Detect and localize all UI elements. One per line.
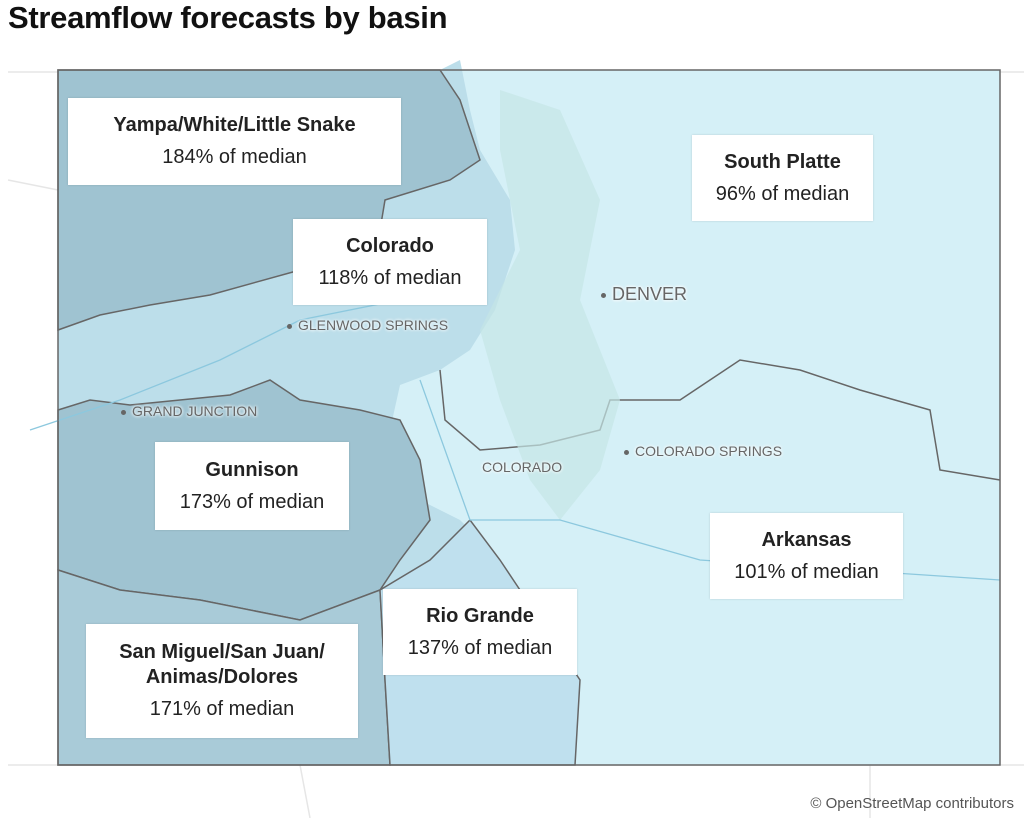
basin-label: Yampa/White/Little Snake 184% of median (68, 98, 401, 185)
city-label: COLORADO SPRINGS (624, 443, 782, 459)
attribution: © OpenStreetMap contributors (810, 795, 1014, 812)
basin-label: Rio Grande 137% of median (383, 589, 577, 675)
arkansas-divide (439, 359, 1001, 481)
basin-value: 137% of median (407, 636, 553, 659)
basin-name: South Platte (724, 150, 841, 173)
mountains (480, 90, 620, 520)
basin-name: Arkansas (761, 528, 852, 551)
basin-name: Yampa/White/Little Snake (113, 114, 356, 136)
city-name: COLORADO SPRINGS (635, 443, 783, 459)
basin-value: 101% of median (734, 560, 879, 583)
basin-label: Arkansas 101% of median (710, 513, 903, 599)
state-border (57, 69, 1001, 766)
city-label: COLORADO (482, 459, 562, 475)
city-name: COLORADO (482, 459, 563, 475)
basin-value: 96% of median (715, 182, 850, 205)
basin-value: 173% of median (179, 490, 325, 513)
basin-name: San Miguel/San Juan/ (119, 641, 325, 663)
city-dot (624, 449, 629, 455)
basin-value: 184% of median (162, 146, 307, 168)
basin-label: San Miguel/San Juan/Animas/Dolores 171% o… (86, 624, 358, 738)
title: Streamflow forecasts by basin (8, 0, 448, 35)
basin-name: Rio Grande (426, 604, 534, 627)
basin-value: 118% of median (318, 266, 462, 289)
city-name: GLENWOOD SPRINGS (298, 317, 449, 333)
basin-label: Colorado 118% of median (293, 219, 487, 305)
city-label: GRAND JUNCTION (121, 403, 257, 419)
basin-name: Gunnison (205, 458, 299, 481)
city-label: GLENWOOD SPRINGS (287, 317, 448, 333)
basin-label: Gunnison 173% of median (155, 442, 349, 530)
city-name: DENVER (612, 284, 688, 304)
basin-value: 171% of median (149, 698, 295, 720)
city-label: DENVER (601, 284, 687, 305)
city-dot (121, 409, 126, 415)
basin-label: South Platte 96% of median (692, 135, 873, 221)
city-dot (287, 323, 292, 329)
basin-name: Colorado (346, 234, 434, 257)
city-name: GRAND JUNCTION (132, 403, 258, 419)
basin-name: Animas/Dolores (145, 666, 299, 688)
city-dot (601, 292, 606, 298)
